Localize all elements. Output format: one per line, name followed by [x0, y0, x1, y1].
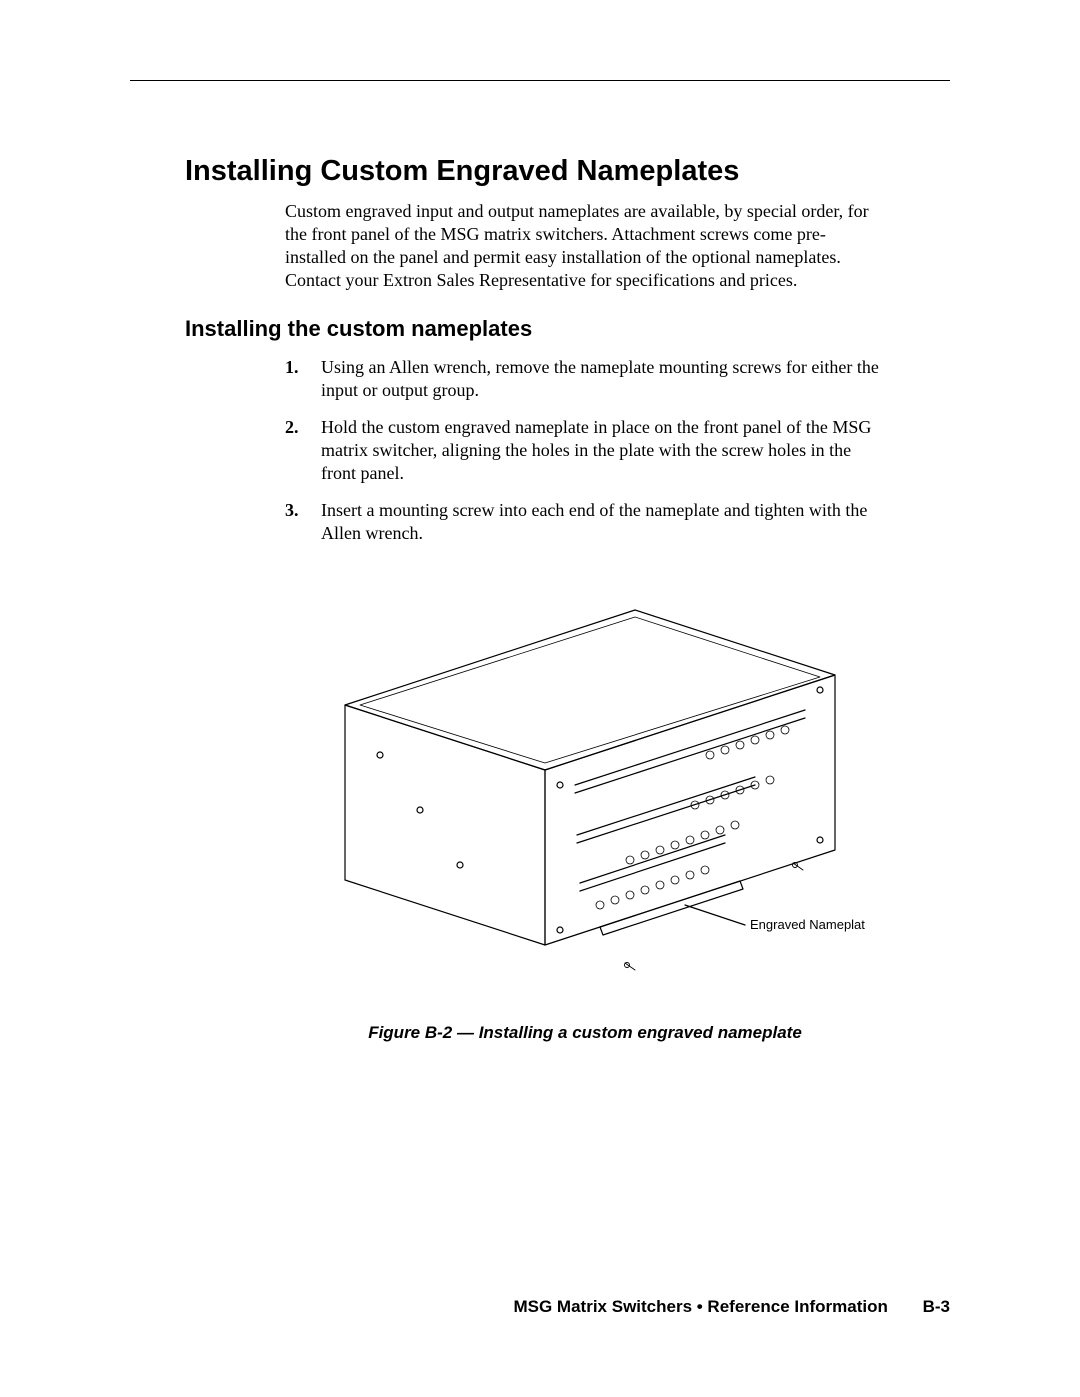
steps-list: Using an Allen wrench, remove the namepl… [285, 356, 885, 545]
device-illustration: Engraved Nameplate [305, 585, 865, 1005]
heading-2: Installing the custom nameplates [185, 316, 885, 342]
intro-paragraph: Custom engraved input and output namepla… [285, 200, 885, 292]
figure-area: Engraved Nameplate Figure B-2 — Installi… [285, 585, 885, 1043]
page-content: Installing Custom Engraved Nameplates Cu… [185, 155, 885, 1043]
step-item: Insert a mounting screw into each end of… [285, 499, 885, 545]
step-item: Hold the custom engraved nameplate in pl… [285, 416, 885, 485]
figure-caption: Figure B-2 — Installing a custom engrave… [285, 1023, 885, 1043]
heading-1: Installing Custom Engraved Nameplates [185, 155, 885, 188]
page-number: B-3 [923, 1297, 950, 1316]
callout-label: Engraved Nameplate [750, 917, 865, 932]
top-rule [130, 80, 950, 81]
footer-text: MSG Matrix Switchers • Reference Informa… [513, 1297, 887, 1316]
page-footer: MSG Matrix Switchers • Reference Informa… [130, 1297, 950, 1317]
step-item: Using an Allen wrench, remove the namepl… [285, 356, 885, 402]
